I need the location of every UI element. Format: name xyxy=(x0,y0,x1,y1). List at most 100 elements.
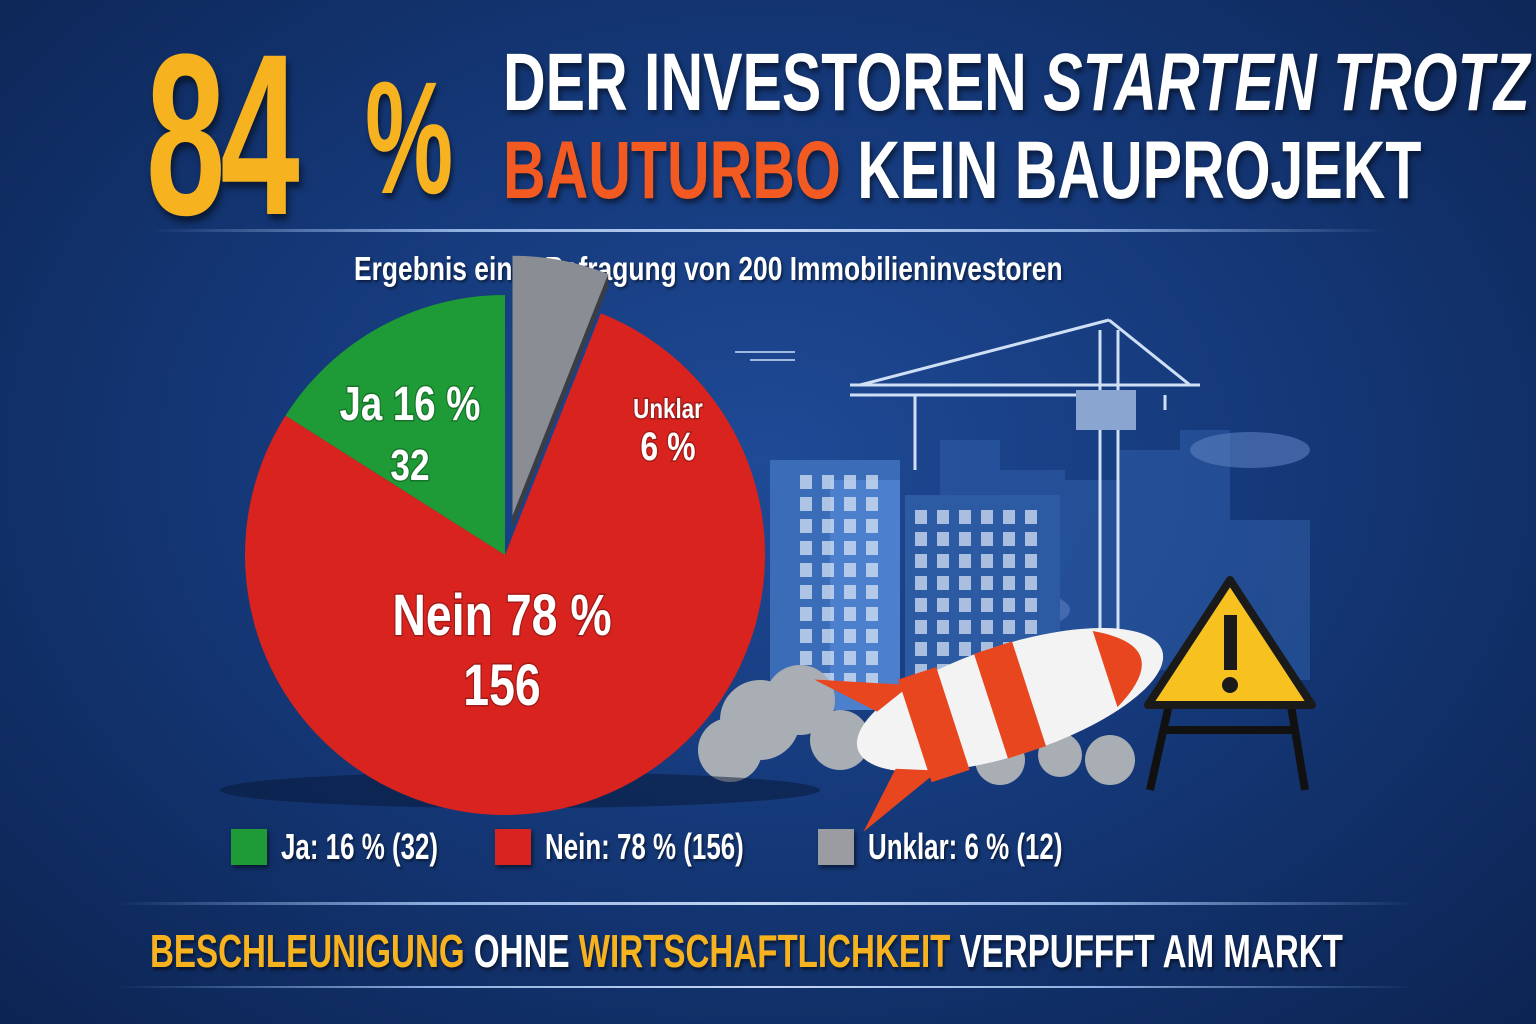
window xyxy=(937,620,949,634)
window xyxy=(915,620,927,634)
window xyxy=(981,598,993,612)
window xyxy=(915,642,927,656)
window xyxy=(959,510,971,524)
pie-slice-edge xyxy=(512,273,609,528)
window xyxy=(866,651,878,665)
window xyxy=(844,563,856,577)
building-left xyxy=(770,460,900,710)
window xyxy=(866,629,878,643)
window xyxy=(866,607,878,621)
legend-label-ja: Ja: 16 % (32) xyxy=(281,826,439,867)
legend-label-nein: Nein: 78 % (156) xyxy=(545,826,744,867)
window xyxy=(915,598,927,612)
pie-slice-ja xyxy=(285,295,505,555)
window xyxy=(844,651,856,665)
window xyxy=(822,563,834,577)
divider-top xyxy=(150,229,1386,232)
window xyxy=(844,497,856,511)
window xyxy=(800,541,812,555)
window xyxy=(981,620,993,634)
legend-swatch-nein xyxy=(495,829,531,865)
window xyxy=(1003,576,1015,590)
pie-label-ja-pct: Ja 16 % xyxy=(340,378,481,431)
window xyxy=(1003,598,1015,612)
legend-swatch-ja xyxy=(231,829,267,865)
window xyxy=(800,585,812,599)
window xyxy=(915,532,927,546)
window xyxy=(866,475,878,489)
window xyxy=(866,519,878,533)
footer-part-4: VERPUFFFT AM MARKT xyxy=(959,925,1343,977)
pie-slice-nein xyxy=(245,313,765,815)
window xyxy=(1003,620,1015,634)
window xyxy=(1003,554,1015,568)
window xyxy=(866,563,878,577)
window xyxy=(937,598,949,612)
headline-line-1b: STARTEN TROTZ xyxy=(1043,37,1530,128)
window xyxy=(915,510,927,524)
window xyxy=(844,541,856,555)
window xyxy=(937,532,949,546)
headline-line-2b: KEIN BAUPROJEKT xyxy=(857,125,1422,216)
window xyxy=(822,629,834,643)
window xyxy=(800,475,812,489)
window xyxy=(844,629,856,643)
window xyxy=(915,576,927,590)
window xyxy=(800,563,812,577)
footer-part-2: OHNE xyxy=(473,925,570,977)
motion-lines-icon xyxy=(735,351,795,361)
window xyxy=(959,598,971,612)
window xyxy=(959,554,971,568)
window xyxy=(959,642,971,656)
window xyxy=(1025,510,1037,524)
legend-swatch-unklar xyxy=(818,829,854,865)
pie-slice-unklar xyxy=(512,255,609,516)
window xyxy=(800,497,812,511)
window xyxy=(959,532,971,546)
window xyxy=(844,475,856,489)
window xyxy=(959,576,971,590)
legend-item-nein: Nein: 78 % (156) xyxy=(495,826,821,868)
window xyxy=(866,585,878,599)
window xyxy=(1025,532,1037,546)
window xyxy=(915,554,927,568)
window xyxy=(844,607,856,621)
pie-label-unklar-pct: Unklar xyxy=(633,394,703,425)
window xyxy=(1025,576,1037,590)
window xyxy=(1025,620,1037,634)
window xyxy=(844,585,856,599)
pie-label-nein-pct: Nein 78 % xyxy=(392,583,611,648)
footer-part-1: BESCHLEUNIGUNG xyxy=(150,925,465,977)
window xyxy=(822,519,834,533)
window xyxy=(866,497,878,511)
window xyxy=(981,576,993,590)
window xyxy=(937,554,949,568)
window xyxy=(1025,598,1037,612)
window xyxy=(822,585,834,599)
headline-line-2: BAUTURBO KEIN BAUPROJEKT xyxy=(503,130,1421,212)
footer-tagline: BESCHLEUNIGUNG OHNE WIRTSCHAFTLICHKEIT V… xyxy=(150,924,1343,978)
headline-big-number: 84 xyxy=(146,6,300,263)
subtitle: Ergebnis einer Befragung von 200 Immobil… xyxy=(354,250,1063,287)
window xyxy=(800,607,812,621)
headline-line-1: DER INVESTOREN STARTEN TROTZ xyxy=(503,42,1530,124)
crane-cabin xyxy=(1076,390,1136,430)
window xyxy=(800,629,812,643)
window xyxy=(1003,532,1015,546)
footer-part-3: WIRTSCHAFTLICHKEIT xyxy=(578,925,951,977)
legend-item-unklar: Unklar: 6 % (12) xyxy=(818,826,1138,868)
legend-item-ja: Ja: 16 % (32) xyxy=(231,826,499,868)
window xyxy=(822,475,834,489)
rocket-icon xyxy=(814,628,1164,832)
warning-sign-icon xyxy=(1144,576,1316,791)
window xyxy=(800,651,812,665)
window xyxy=(866,541,878,555)
window xyxy=(959,620,971,634)
window xyxy=(1025,554,1037,568)
window xyxy=(937,510,949,524)
legend-label-unklar: Unklar: 6 % (12) xyxy=(868,826,1063,867)
window xyxy=(822,497,834,511)
divider-footer xyxy=(115,986,1415,988)
